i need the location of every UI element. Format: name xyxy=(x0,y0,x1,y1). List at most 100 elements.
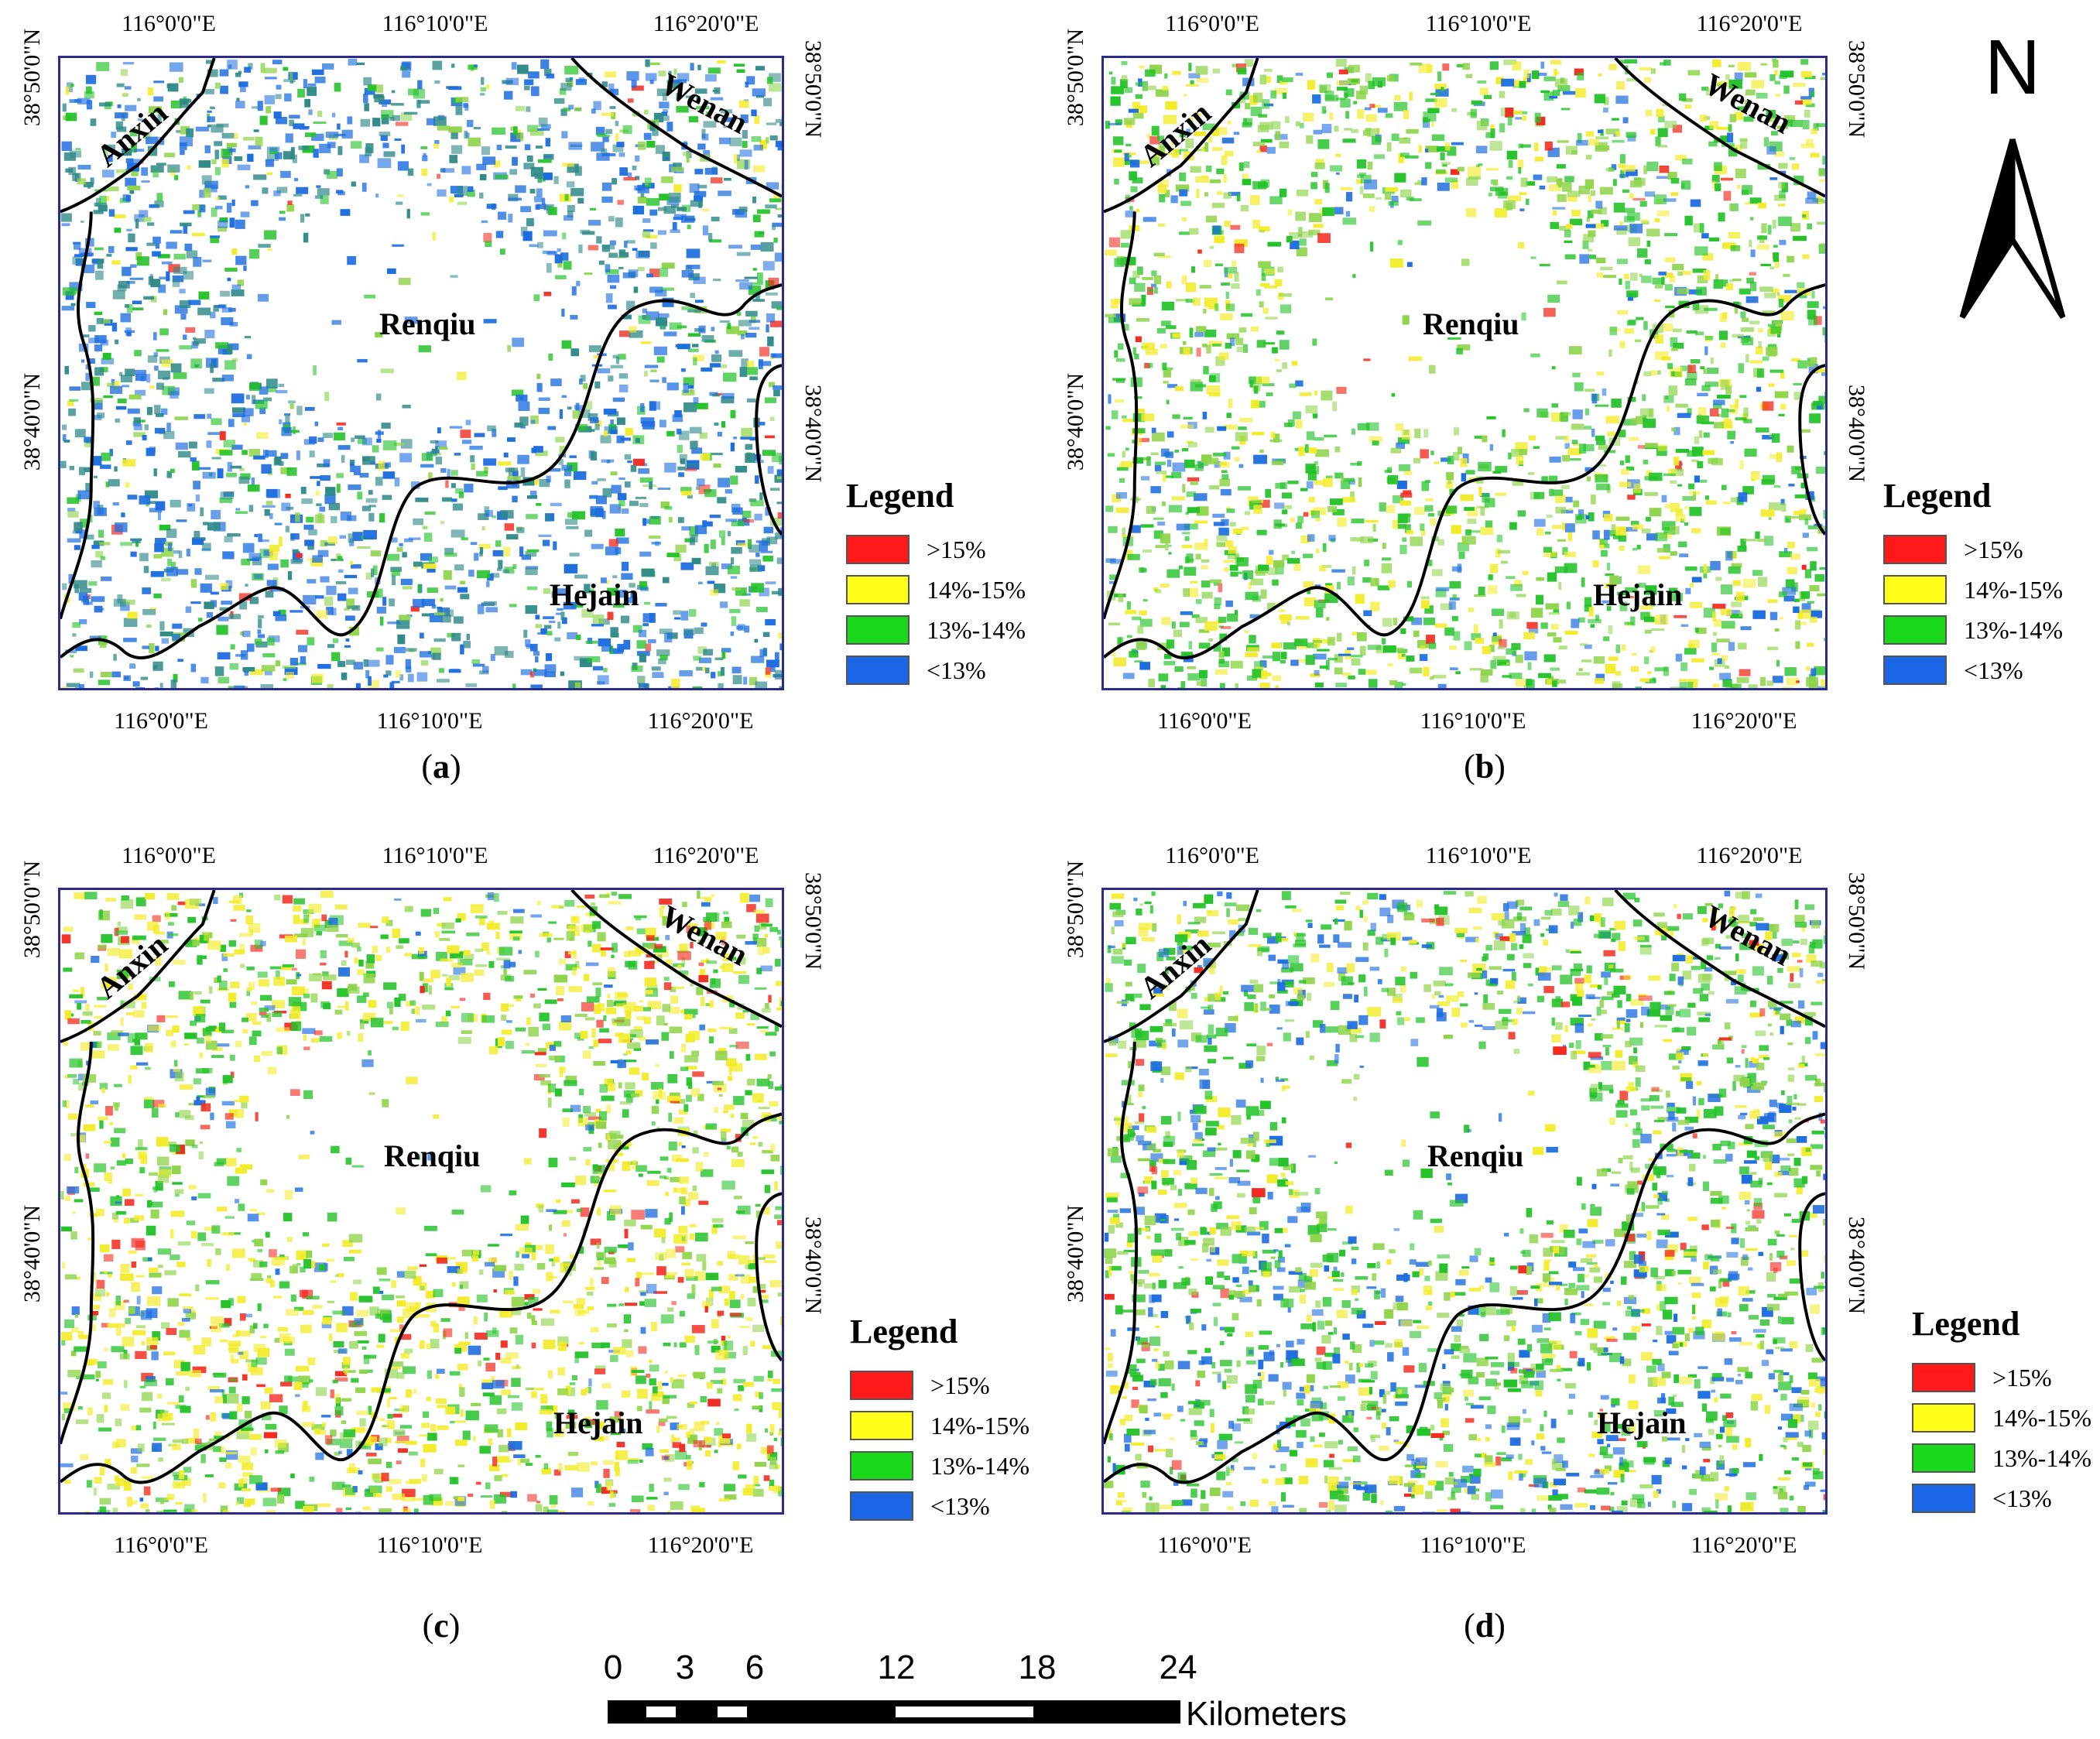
legend-label: 13%-14% xyxy=(1992,1443,2091,1472)
lon-tick-top-1: 116°0'0"E xyxy=(1165,11,1259,36)
legend-item: <13% xyxy=(1912,1478,2091,1518)
county-boundary xyxy=(1104,282,1825,660)
legend-item: 14%-15% xyxy=(1912,1398,2091,1438)
legend-swatch xyxy=(850,1491,913,1521)
scale-tick-label: 6 xyxy=(745,1648,765,1686)
legend: Legend >15% 14%-15% 13%-14% <13% xyxy=(1912,1304,2091,1518)
lon-tick-bottom-3: 116°20'0"E xyxy=(647,1532,754,1558)
north-arrow-icon xyxy=(1959,139,2066,319)
legend-label: <13% xyxy=(1964,656,2023,684)
map-frame[interactable] xyxy=(1101,56,1828,690)
lat-tick-right-1: 38°50'0"N xyxy=(800,39,826,139)
county-boundary xyxy=(1104,211,1139,620)
lon-tick-bottom-1: 116°0'0"E xyxy=(1157,1532,1252,1558)
lat-tick-right-2: 38°40'0"N xyxy=(800,384,826,483)
lon-tick-bottom-3: 116°20'0"E xyxy=(647,708,754,734)
scale-tick-label: 18 xyxy=(1018,1648,1057,1686)
county-boundary xyxy=(570,58,782,198)
place-label-hejain: Hejain xyxy=(553,1405,643,1440)
lat-tick-left-2: 38°40'0"N xyxy=(1063,372,1088,471)
legend: Legend >15% 14%-15% 13%-14% <13% xyxy=(850,1312,1029,1526)
legend-swatch xyxy=(1883,535,1947,564)
county-boundary xyxy=(755,364,782,536)
legend-swatch xyxy=(846,575,910,604)
place-label-hejain: Hejain xyxy=(1597,1405,1687,1440)
county-boundary xyxy=(1104,890,1259,1043)
legend-title: Legend xyxy=(850,1313,958,1350)
legend-label: <13% xyxy=(1992,1484,2052,1512)
county-boundary xyxy=(60,1112,782,1484)
legend-item: 13%-14% xyxy=(1883,610,2063,650)
panel-caption: (a) xyxy=(421,748,461,786)
lon-tick-top-2: 116°10'0"E xyxy=(1425,11,1532,36)
county-boundary xyxy=(1798,364,1825,536)
map-canvas xyxy=(60,58,782,688)
scale-tick-label: 12 xyxy=(877,1648,916,1686)
legend-label: >15% xyxy=(1992,1363,2052,1392)
panel-caption: (d) xyxy=(1464,1607,1506,1645)
lon-tick-top-1: 116°0'0"E xyxy=(122,843,216,868)
lon-tick-bottom-2: 116°10'0"E xyxy=(376,708,483,734)
county-boundary xyxy=(1104,1112,1825,1484)
lat-tick-left-2: 38°40'0"N xyxy=(19,1204,45,1303)
legend-label: 14%-15% xyxy=(927,575,1026,604)
legend-swatch xyxy=(850,1371,913,1400)
legend-item: <13% xyxy=(1883,650,2063,690)
lat-tick-right-2: 38°40'0"N xyxy=(1844,1216,1869,1315)
legend-swatch xyxy=(846,615,910,645)
panel-caption: (c) xyxy=(422,1607,461,1645)
scale-tick-label: 0 xyxy=(603,1648,623,1686)
lon-tick-bottom-2: 116°10'0"E xyxy=(1420,1532,1526,1558)
legend-label: 13%-14% xyxy=(930,1451,1029,1480)
land-cover-pixels xyxy=(60,890,782,1512)
legend-item: >15% xyxy=(1883,529,2063,570)
lat-tick-left-2: 38°40'0"N xyxy=(1063,1204,1088,1303)
county-boundary xyxy=(1798,1192,1825,1362)
place-label-renqiu: Renqiu xyxy=(1423,306,1519,341)
legend-item: <13% xyxy=(850,1486,1029,1526)
county-boundary xyxy=(60,211,95,620)
legend-item: 13%-14% xyxy=(846,610,1026,650)
north-arrow: N xyxy=(1943,23,2082,333)
legend-label: 14%-15% xyxy=(1964,575,2063,604)
place-label-renqiu: Renqiu xyxy=(379,306,476,341)
legend-swatch xyxy=(1912,1403,1975,1433)
lon-tick-top-3: 116°20'0"E xyxy=(1696,11,1803,36)
legend-item: 14%-15% xyxy=(846,570,1026,610)
north-label: N xyxy=(1984,24,2041,111)
legend-swatch xyxy=(1883,575,1947,604)
lat-tick-left-1: 38°50'0"N xyxy=(1063,860,1088,959)
map-frame[interactable] xyxy=(58,888,784,1515)
legend-swatch xyxy=(1912,1443,1975,1473)
lat-tick-left-2: 38°40'0"N xyxy=(19,372,45,471)
legend-swatch xyxy=(1883,615,1947,645)
lon-tick-top-2: 116°10'0"E xyxy=(1425,843,1532,868)
legend-swatch xyxy=(846,535,910,564)
map-canvas xyxy=(1104,58,1825,688)
lon-tick-bottom-1: 116°0'0"E xyxy=(114,1532,208,1558)
legend-label: <13% xyxy=(927,656,986,684)
map-canvas xyxy=(60,890,782,1512)
legend-label: <13% xyxy=(930,1491,990,1520)
legend-item: 13%-14% xyxy=(850,1446,1029,1486)
lat-tick-left-1: 38°50'0"N xyxy=(1063,28,1088,127)
map-frame[interactable] xyxy=(58,56,784,690)
map-frame[interactable] xyxy=(1101,888,1828,1515)
legend-swatch xyxy=(850,1411,913,1440)
legend-label: >15% xyxy=(927,535,986,563)
legend: Legend >15% 14%-15% 13%-14% <13% xyxy=(1883,476,2063,690)
legend-swatch xyxy=(1912,1484,1975,1513)
lat-tick-right-1: 38°50'0"N xyxy=(1844,871,1869,970)
scale-tick-label: 24 xyxy=(1159,1648,1197,1686)
legend-swatch xyxy=(850,1451,913,1481)
scale-bar: 0 3 6 12 18 24 Kilometers xyxy=(596,1648,1409,1734)
land-cover-pixels xyxy=(60,58,782,688)
lat-tick-left-1: 38°50'0"N xyxy=(19,860,45,959)
county-boundary xyxy=(1104,58,1259,214)
lon-tick-top-3: 116°20'0"E xyxy=(1696,843,1803,868)
panel-caption: (b) xyxy=(1464,748,1506,786)
place-label-hejain: Hejain xyxy=(550,577,639,612)
legend-item: 14%-15% xyxy=(850,1405,1029,1446)
legend-item: <13% xyxy=(846,650,1026,690)
lon-tick-top-2: 116°10'0"E xyxy=(382,843,488,868)
